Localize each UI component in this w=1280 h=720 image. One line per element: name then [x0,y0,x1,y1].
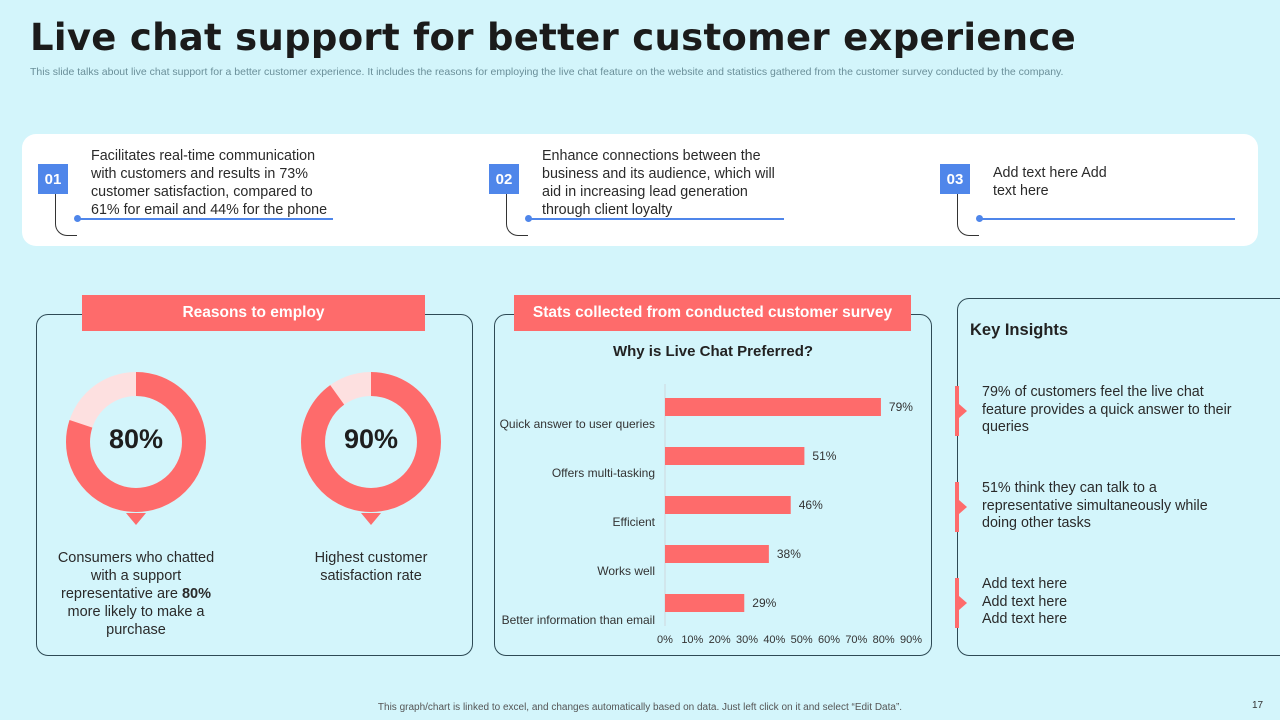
bar-value-label: 51% [812,449,836,463]
step-dot [976,215,983,222]
donut-value-arc [301,372,441,512]
x-tick-label: 90% [900,634,922,646]
donut-svg [301,372,441,525]
x-tick-label: 80% [873,634,895,646]
x-tick-label: 30% [736,634,758,646]
insights-panel [957,298,1280,656]
step-dot [525,215,532,222]
page-number: 17 [1252,700,1264,711]
insight-item: 51% think they can talk to a representat… [955,480,1255,532]
insight-text: Add text here Add text here Add text her… [982,576,1068,627]
donut-pointer [126,513,146,525]
insight-marker [955,482,959,532]
x-tick-label: 0% [657,634,673,646]
step-text: Enhance connections between the business… [542,148,775,218]
donut-chart-80: 80% [64,370,208,530]
bar-value-label: 38% [777,547,801,561]
insight-marker [955,386,959,436]
steps-banner: 01 Facilitates real-time communication w… [22,134,1258,246]
insight-marker [955,578,959,628]
donut-chart-90: 90% [299,370,443,530]
donut-value-label: 80% [108,424,164,454]
donut-svg [66,372,206,525]
step-underline [528,218,784,220]
step-dot [74,215,81,222]
insight-arrow-icon [959,500,967,514]
x-tick-label: 70% [845,634,867,646]
x-tick-label: 50% [791,634,813,646]
desc-highlight: 80% [181,586,211,602]
donut-description-1: Consumers who chatted with a support rep… [52,549,220,639]
step-connector [957,194,979,236]
step-connector [506,194,528,236]
insight-item: Add text here Add text here Add text her… [955,576,1255,628]
category-label: Quick answer to user queries [500,417,655,431]
insight-text: 51% think they can talk to a representat… [982,480,1208,531]
footer-note: This graph/chart is linked to excel, and… [377,702,903,713]
page-title: Live chat support for better customer ex… [30,16,1077,59]
reasons-heading: Reasons to employ [82,295,425,331]
step-number: 03 [940,164,970,194]
desc-text: Consumers who chatted with a support rep… [57,550,215,602]
bar-chart: 79% Quick answer to user queries 51% Offers… [500,384,922,646]
donut-value-label: 90% [343,424,399,454]
donut-description-2: Highest customer satisfaction rate [314,550,428,584]
bar-value-label: 29% [752,596,776,610]
x-tick-label: 20% [709,634,731,646]
step-3: 03 Add text here Add text here [924,134,1280,246]
insight-item: 79% of customers feel the live chat feat… [955,384,1255,436]
page-subtitle: This slide talks about live chat support… [30,66,1064,78]
step-2: 02 Enhance connections between the busin… [473,134,873,246]
bar [665,447,805,465]
category-label: Works well [597,564,655,578]
bar-value-label: 79% [889,400,913,414]
step-text: Add text here Add text here [993,165,1107,199]
step-text: Facilitates real-time communication with… [91,148,328,218]
bar [665,496,791,514]
donut-pointer [361,513,381,525]
bar [665,594,745,612]
category-label: Efficient [613,515,656,529]
step-number: 01 [38,164,68,194]
bar-value-label: 46% [799,498,823,512]
insight-arrow-icon [959,404,967,418]
insight-arrow-icon [959,596,967,610]
chart-title: Why is Live Chat Preferred? [612,343,814,360]
desc-text: more likely to make a purchase [67,604,205,638]
step-connector [55,194,77,236]
x-tick-label: 40% [763,634,785,646]
step-number: 02 [489,164,519,194]
donut-value-arc [66,372,206,512]
step-underline [979,218,1235,220]
x-tick-label: 60% [818,634,840,646]
bar [665,398,881,416]
step-1: 01 Facilitates real-time communication w… [22,134,422,246]
bar [665,545,769,563]
insights-heading: Key Insights [970,321,1069,339]
category-label: Offers multi-tasking [552,466,655,480]
step-underline [77,218,333,220]
category-label: Better information than email [502,613,655,627]
x-tick-label: 10% [681,634,703,646]
insight-text: 79% of customers feel the live chat feat… [982,384,1232,435]
stats-heading: Stats collected from conducted customer … [514,295,911,331]
